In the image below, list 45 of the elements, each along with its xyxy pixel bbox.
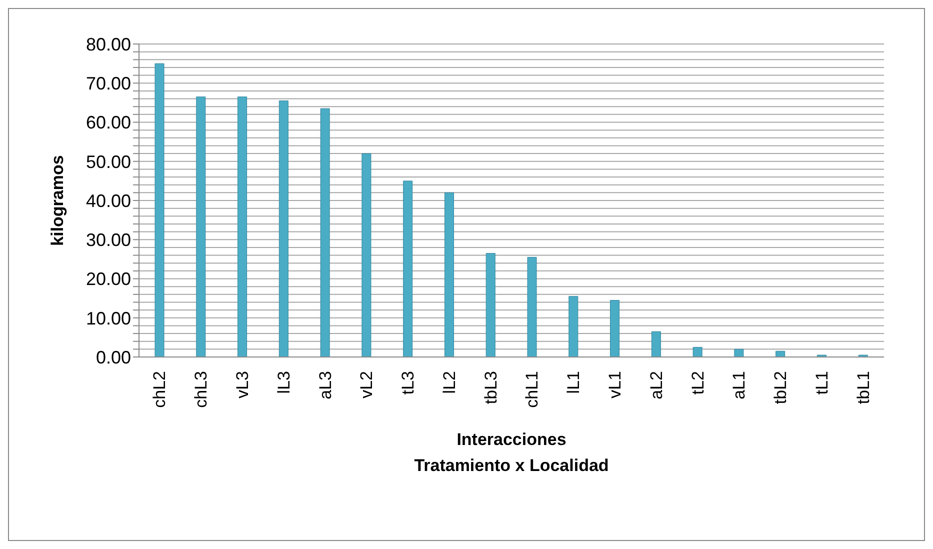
x-tick-label: lL2: [440, 371, 459, 394]
y-tick-label: 80.00: [86, 34, 131, 54]
bar: [692, 346, 702, 357]
x-tick-label: aL2: [646, 371, 666, 400]
bar: [734, 348, 744, 357]
bar: [610, 300, 620, 357]
x-tick-label: tL2: [688, 371, 708, 395]
bar: [278, 100, 288, 357]
y-tick-label: 40.00: [86, 190, 131, 211]
bar: [527, 256, 537, 357]
x-tick-label: vL1: [605, 371, 624, 398]
x-tick-label: vL3: [232, 371, 252, 398]
bar: [196, 96, 206, 357]
bar: [362, 153, 372, 357]
y-tick-label: 20.00: [86, 269, 131, 290]
bar: [776, 350, 786, 357]
x-tick-label: tL1: [812, 371, 832, 395]
x-tick-label: tbL2: [771, 371, 790, 404]
bar: [320, 108, 330, 357]
bar: [651, 331, 661, 357]
x-tick-label: vL2: [357, 371, 376, 398]
y-tick-label: 0.00: [96, 347, 131, 368]
x-tick-label: tL3: [398, 371, 418, 395]
bar: [238, 96, 248, 357]
bar: [154, 63, 164, 357]
bar: [486, 253, 496, 357]
x-tick-label: chL1: [522, 371, 542, 408]
y-tick-label: 10.00: [86, 308, 131, 328]
y-tick-label: 30.00: [86, 230, 131, 250]
bar: [444, 192, 454, 357]
x-tick-label: tbL1: [854, 371, 873, 404]
bar: [568, 296, 578, 357]
y-tick-label: 70.00: [86, 74, 131, 94]
x-tick-label: lL3: [274, 371, 294, 394]
bar: [403, 180, 413, 357]
y-tick-label: 60.00: [86, 112, 131, 133]
y-tick-label: 50.00: [86, 152, 131, 172]
x-tick-label: lL1: [564, 371, 584, 394]
x-axis-title: Interacciones Tratamiento x Localidad: [413, 429, 610, 477]
x-tick-label: chL3: [192, 371, 211, 408]
x-tick-label: aL3: [316, 371, 335, 400]
y-axis-title: kilogramos: [48, 155, 68, 246]
x-tick-label: tbL3: [481, 371, 500, 404]
x-tick-label: aL1: [730, 371, 749, 400]
x-tick-label: chL2: [150, 371, 170, 408]
